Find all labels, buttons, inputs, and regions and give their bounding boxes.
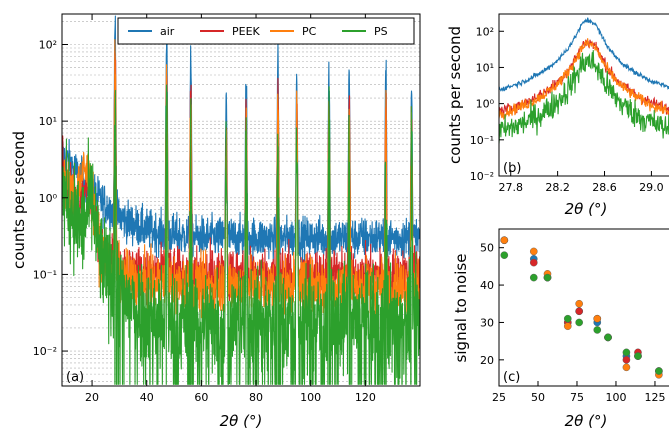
x-tick-label: 27.8 <box>498 181 523 194</box>
panel-b-ticks: 27.8 28.2 28.6 29.0 10⁻² 10⁻¹ 10⁰ 10¹ 10² <box>470 25 664 194</box>
y-tick-label: 20 <box>480 354 494 367</box>
point-peek <box>575 307 583 316</box>
panel-a-frame <box>61 13 421 387</box>
x-tick-label: 28.6 <box>592 181 617 194</box>
y-tick-label: 10⁻² <box>470 170 494 183</box>
x-tick-label: 60 <box>194 391 208 404</box>
panel-b-ylabel: counts per second <box>446 26 464 164</box>
x-tick-label: 29.0 <box>639 181 664 194</box>
y-tick-label: 10¹ <box>476 61 494 74</box>
point-pc <box>563 322 572 330</box>
panel-b-label: (b) <box>503 161 521 176</box>
y-tick-label: 10⁻¹ <box>33 268 57 281</box>
inset-series-pc <box>499 38 669 121</box>
legend-label-air: air <box>160 25 175 38</box>
point-ps <box>575 318 583 327</box>
legend-label-peek: PEEK <box>232 25 261 38</box>
panel-c-frame <box>498 228 669 387</box>
panel-c-xlabel: 2θ (°) <box>565 412 608 430</box>
legend-label-ps: PS <box>374 25 388 38</box>
panel-a: 20 40 60 80 100 120 10⁻² 10⁻¹ 10⁰ 10¹ 10² (a) 2θ (… <box>10 13 421 430</box>
point-ps <box>563 314 572 323</box>
panel-b: 27.8 28.2 28.6 29.0 10⁻² 10⁻¹ 10⁰ 10¹ 10² (b) 2θ… <box>446 13 669 218</box>
x-tick-label: 100 <box>605 391 626 404</box>
point-ps <box>543 273 552 282</box>
panel-c-label: (c) <box>503 370 520 385</box>
x-tick-label: 125 <box>644 391 665 404</box>
panel-c-ticks: 25 50 75 100 125 20 30 40 50 <box>480 242 665 404</box>
y-tick-label: 10⁻¹ <box>470 134 494 147</box>
point-ps <box>604 333 612 342</box>
y-tick-label: 10² <box>476 25 494 38</box>
panel-b-frame <box>498 13 669 177</box>
point-peek <box>622 356 631 364</box>
point-peek <box>529 258 538 267</box>
series-line-air <box>62 15 420 266</box>
panel-a-series <box>62 15 420 385</box>
x-tick-label: 75 <box>570 391 584 404</box>
y-tick-label: 30 <box>480 316 494 329</box>
y-tick-label: 10⁻² <box>33 345 57 358</box>
panel-c: 25 50 75 100 125 20 30 40 50 (c) 2θ (°) signal t… <box>452 228 669 430</box>
point-ps <box>593 326 602 334</box>
y-tick-label: 50 <box>480 242 494 255</box>
legend: air PEEK PC PS <box>117 17 415 45</box>
panel-a-xlabel: 2θ (°) <box>220 412 263 430</box>
y-tick-label: 10¹ <box>39 115 57 128</box>
point-pc <box>575 299 583 308</box>
panel-b-xlabel: 2θ (°) <box>565 200 608 218</box>
panel-a-ylabel: counts per second <box>10 131 28 269</box>
legend-label-pc: PC <box>302 25 317 38</box>
y-tick-label: 10⁰ <box>39 192 58 205</box>
point-pc <box>500 236 509 245</box>
point-pc <box>529 247 538 256</box>
point-ps <box>655 367 663 375</box>
panel-a-label: (a) <box>66 370 84 385</box>
series-line-ps <box>62 84 420 385</box>
x-tick-label: 28.2 <box>545 181 570 194</box>
inset-series-air <box>499 17 669 92</box>
x-tick-label: 25 <box>492 391 506 404</box>
x-tick-label: 20 <box>85 391 99 404</box>
point-ps <box>529 273 538 282</box>
y-tick-label: 40 <box>480 279 494 292</box>
point-pc <box>593 314 602 323</box>
panel-c-points <box>500 236 663 379</box>
x-tick-label: 80 <box>249 391 263 404</box>
x-tick-label: 120 <box>355 391 376 404</box>
x-tick-label: 50 <box>531 391 545 404</box>
panel-c-ylabel: signal to noise <box>452 254 470 363</box>
point-pc <box>622 363 631 372</box>
x-tick-label: 100 <box>300 391 321 404</box>
y-tick-label: 10² <box>39 38 57 51</box>
x-tick-label: 40 <box>140 391 154 404</box>
point-ps <box>622 348 631 357</box>
y-tick-label: 10⁰ <box>476 98 495 111</box>
panel-b-series <box>499 17 669 144</box>
inset-series-ps <box>499 50 669 144</box>
panel-a-ticks: 20 40 60 80 100 120 10⁻² 10⁻¹ 10⁰ 10¹ 10² <box>33 14 376 404</box>
point-ps <box>500 251 509 259</box>
point-ps <box>634 352 642 360</box>
